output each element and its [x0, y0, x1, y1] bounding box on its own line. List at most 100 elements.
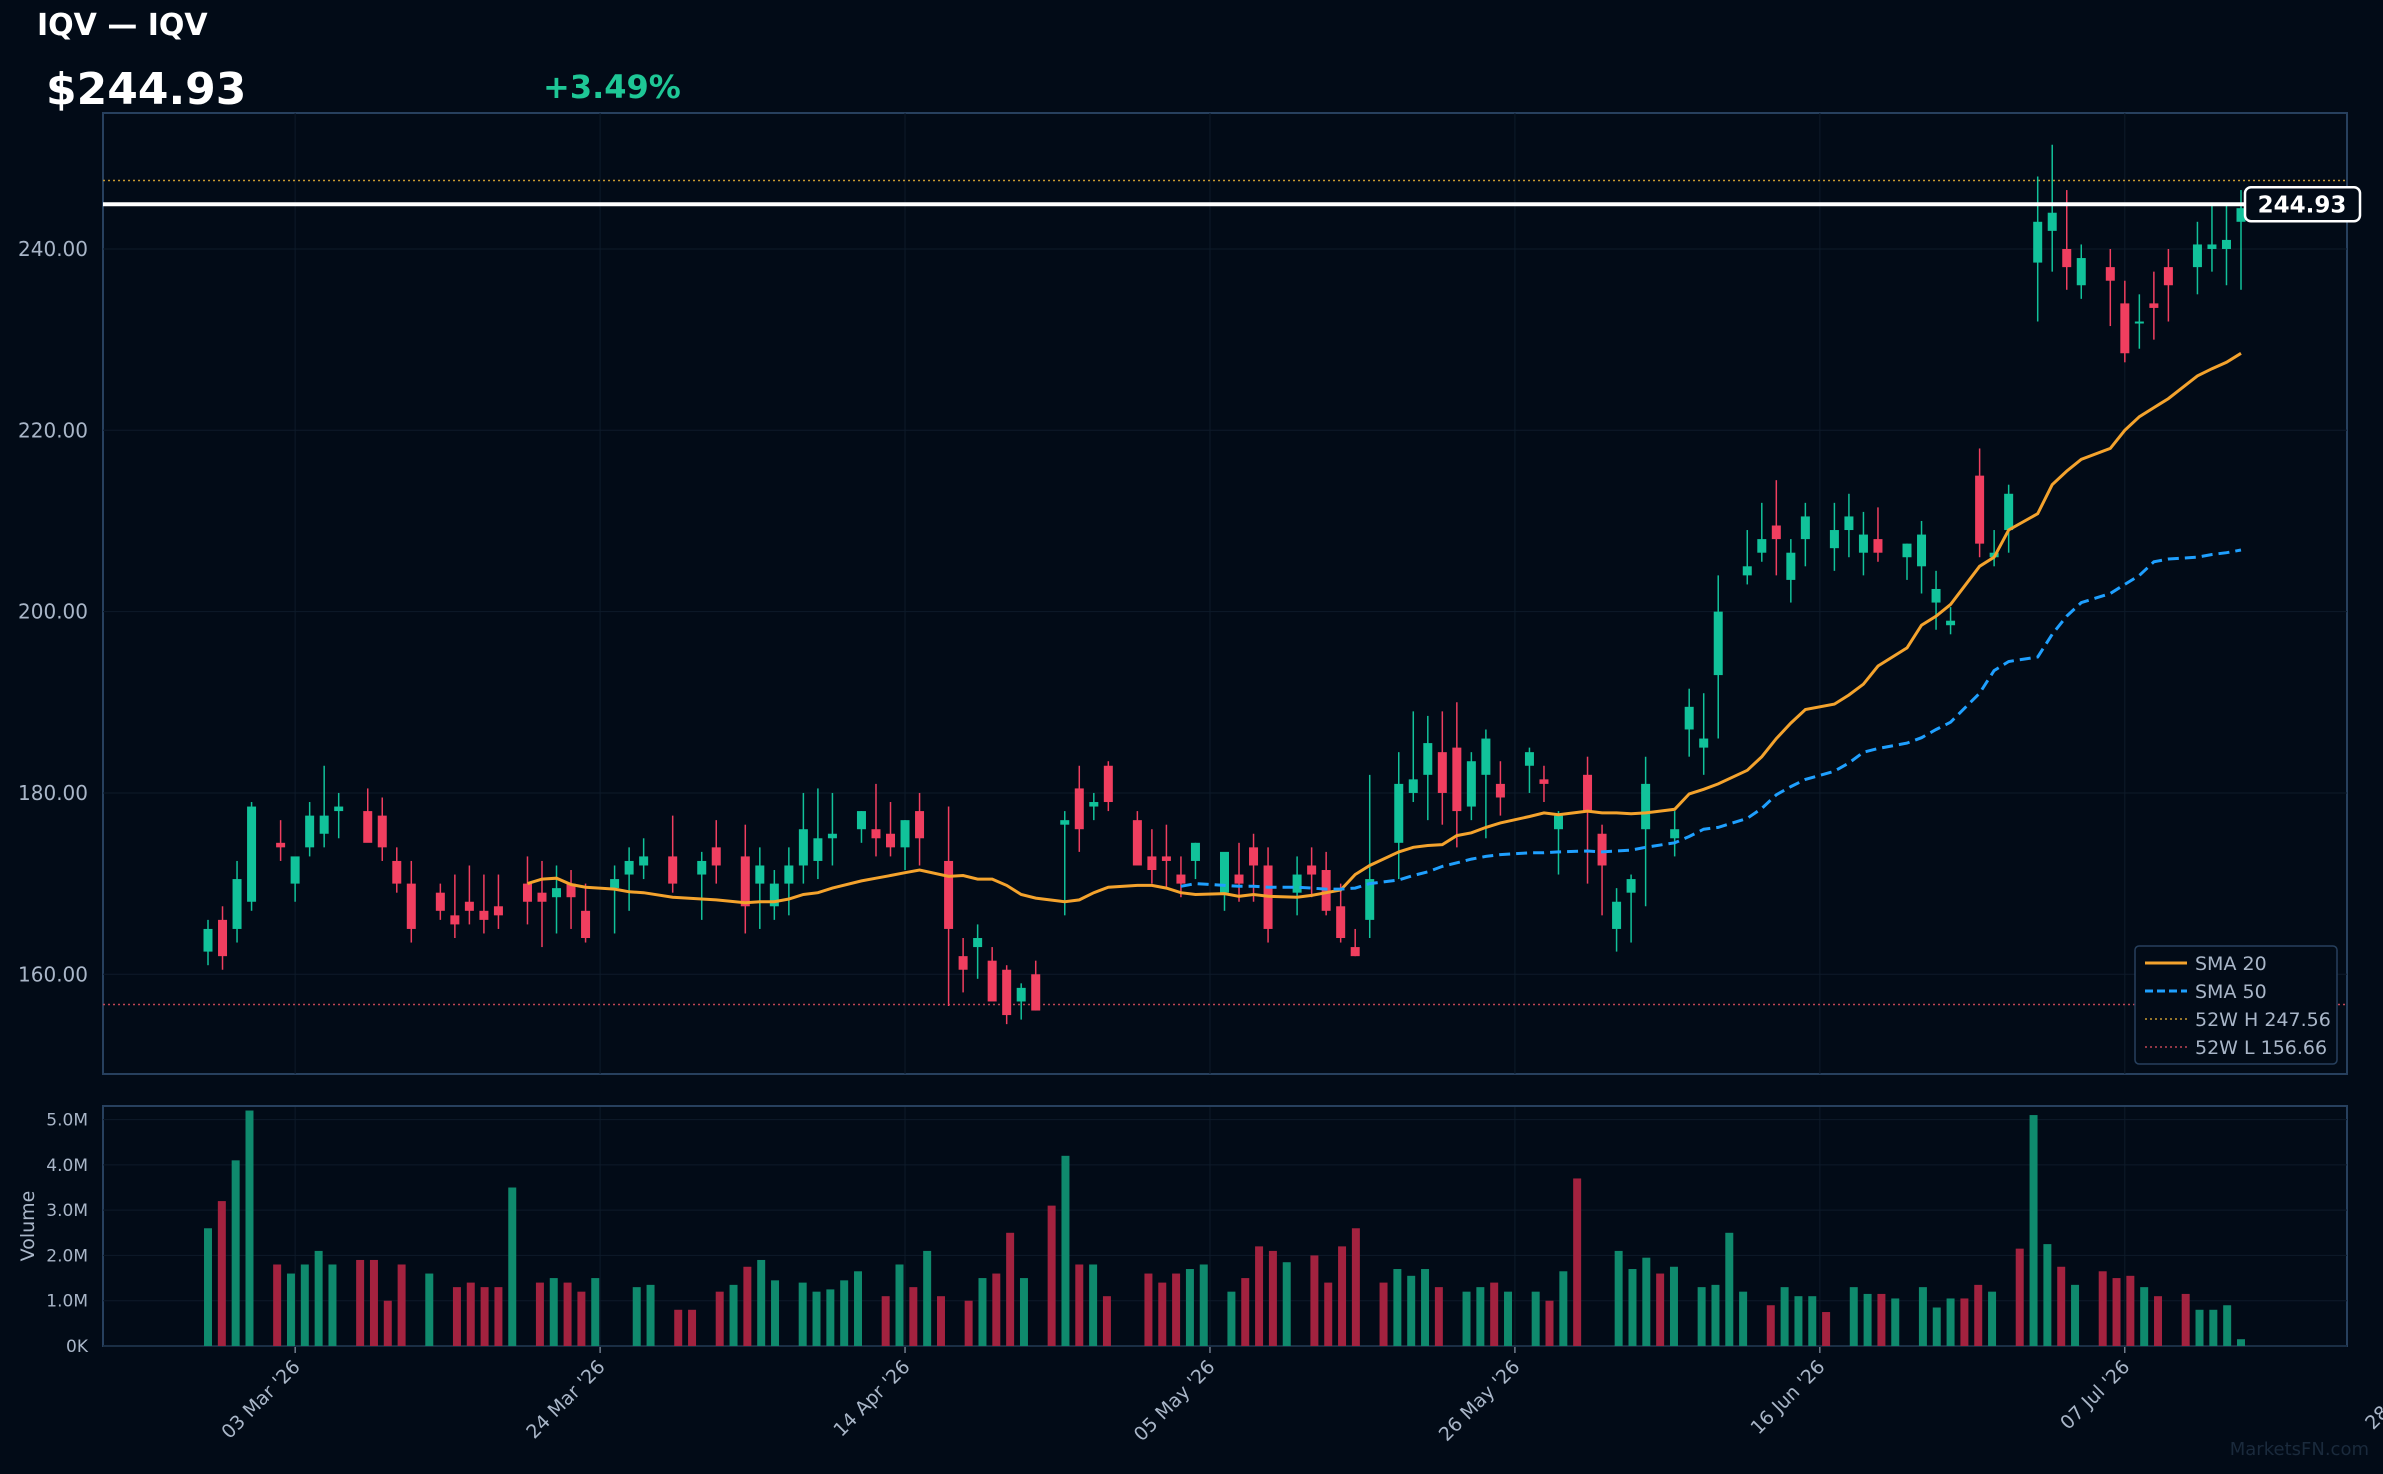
candle-body [1437, 752, 1447, 793]
legend-box [2134, 945, 2338, 1065]
candle-body [1670, 829, 1680, 839]
volume-bar [688, 1309, 697, 1346]
volume-bar [2237, 1339, 2245, 1346]
candle-body [1800, 516, 1810, 540]
x-tick-label: 14 Apr '26 [829, 1356, 914, 1441]
candle-body [1524, 752, 1534, 766]
volume-bar [508, 1187, 517, 1346]
candle-body [1583, 774, 1593, 812]
candle-body [1844, 516, 1854, 531]
candle-body [1249, 847, 1259, 866]
volume-bar [812, 1291, 821, 1346]
x-tick-label: 28 Jul '26 [2361, 1356, 2383, 1434]
volume-bar [369, 1259, 378, 1346]
volume-bar [1006, 1232, 1015, 1346]
candle-body [624, 860, 634, 875]
volume-bar [1946, 1298, 1955, 1346]
candle-body [363, 811, 373, 843]
volume-bar [535, 1282, 544, 1346]
volume-bar [895, 1264, 904, 1346]
candle-body [2105, 267, 2115, 281]
chart-title: IQV — IQV [37, 8, 208, 43]
volume-bar [964, 1300, 973, 1346]
volume-bar [1863, 1293, 1872, 1346]
volume-bar [1379, 1282, 1388, 1346]
volume-bar [2098, 1271, 2107, 1346]
candle-body [1060, 820, 1070, 825]
candle-body [900, 820, 910, 848]
candle-body [1553, 815, 1563, 830]
volume-bar [1434, 1287, 1443, 1346]
candle-body [813, 838, 823, 861]
candle-body [247, 806, 257, 902]
volume-bar [204, 1228, 212, 1346]
candle-body [1452, 747, 1462, 812]
volume-bar [452, 1287, 461, 1346]
candle-body [2076, 258, 2086, 286]
volume-bar [2181, 1293, 2190, 1346]
volume-bar [992, 1273, 1001, 1346]
candle-body [1713, 611, 1723, 676]
volume-bar [1144, 1273, 1153, 1346]
volume-bar [1822, 1312, 1831, 1346]
volume-bar [563, 1282, 572, 1346]
volume-bar [2140, 1287, 2149, 1346]
legend-entry: SMA 50 [2195, 981, 2267, 1003]
volume-bar [632, 1287, 641, 1346]
candle-body [566, 883, 576, 898]
volume-bar [2112, 1278, 2121, 1346]
candle-body [1786, 552, 1796, 580]
volume-bar [1669, 1266, 1678, 1346]
candle-body [1873, 539, 1883, 553]
volume-bar [356, 1259, 365, 1346]
candle-body [1699, 738, 1709, 748]
x-tick-label: 05 May '26 [1130, 1356, 1220, 1446]
volume-bar [1780, 1287, 1789, 1346]
candle-body [1307, 865, 1317, 875]
volume-bar [1656, 1273, 1665, 1346]
candle-body [1539, 779, 1549, 784]
candle-body [581, 910, 591, 939]
volume-bar [2043, 1244, 2052, 1346]
candle-body [769, 883, 779, 907]
volume-bar [1255, 1246, 1264, 1346]
volume-bar [909, 1287, 918, 1346]
volume-bar [549, 1278, 558, 1346]
candle-body [232, 879, 242, 929]
volume-bar [2209, 1309, 2218, 1346]
candle-body [1350, 947, 1360, 957]
candle-body [856, 811, 866, 830]
candle-body [406, 883, 416, 929]
volume-bar [577, 1291, 586, 1346]
volume-bar [1739, 1291, 1748, 1346]
candle-body [1031, 974, 1041, 1011]
volume-bar [826, 1289, 835, 1346]
sma50-line [1180, 548, 2242, 891]
candle-body [537, 892, 547, 902]
last-price-label: 244.93 [2258, 192, 2347, 218]
candle-body [1190, 842, 1200, 861]
volume-bar [1019, 1278, 1028, 1346]
candle-body [1742, 566, 1752, 576]
legend-entry: 52W H 247.56 [2195, 1009, 2331, 1031]
price-tick-label: 160.00 [18, 962, 88, 986]
volume-bar [840, 1280, 849, 1346]
candle-body [2207, 244, 2217, 249]
volume-bar [494, 1287, 503, 1346]
candle-body [2221, 239, 2231, 249]
volume-bar [1918, 1287, 1927, 1346]
last-price-tag [2243, 186, 2362, 223]
candle-body [1408, 779, 1418, 793]
candle-body [276, 842, 286, 848]
candle-body [755, 865, 765, 884]
volume-bar [743, 1266, 752, 1346]
volume-bar [1061, 1155, 1070, 1346]
candle-body [1234, 874, 1244, 884]
candle-body [973, 938, 983, 948]
candle-body [493, 906, 503, 916]
volume-axis-label: Volume [17, 1191, 39, 1262]
volume-bar [2126, 1275, 2135, 1346]
volume-bar [425, 1273, 434, 1346]
volume-bar [798, 1282, 807, 1346]
